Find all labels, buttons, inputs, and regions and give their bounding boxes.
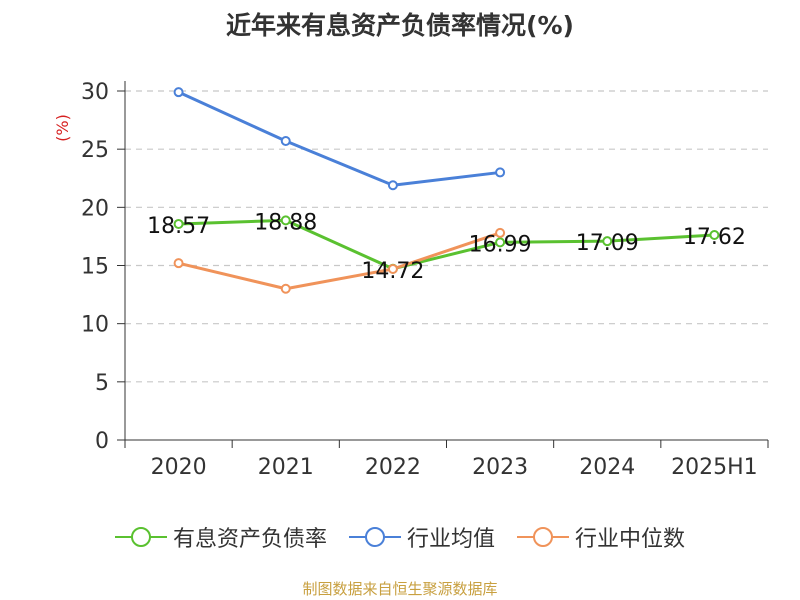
- grid-lines: [125, 90, 768, 383]
- legend-marker: [533, 527, 553, 547]
- series-lines: [173, 87, 720, 294]
- y-axis-label: (%): [53, 114, 72, 142]
- series-line: [178, 218, 715, 271]
- legend-swatch-icon: [517, 527, 569, 547]
- legend-marker: [130, 527, 151, 547]
- legend-item[interactable]: 有息资产负债率: [114, 521, 327, 553]
- series-line: [178, 231, 501, 291]
- data-point: [173, 258, 184, 269]
- data-point: [387, 263, 398, 274]
- x-tick-label: 2023: [472, 455, 528, 480]
- y-tick-label: 20: [81, 196, 109, 221]
- legend-swatch-icon: [114, 527, 167, 547]
- data-point: [173, 218, 184, 229]
- data-point: [387, 180, 398, 191]
- data-point: [709, 230, 720, 241]
- series-line: [177, 90, 501, 187]
- x-tick-label: 2024: [579, 455, 635, 480]
- data-point: [280, 136, 291, 147]
- legend-swatch-icon: [348, 527, 401, 547]
- source-note: 制图数据来自恒生聚源数据库: [302, 580, 498, 598]
- data-label: 18.88: [254, 210, 317, 235]
- legend-item[interactable]: 行业均值: [348, 521, 495, 553]
- y-tick-label: 5: [95, 371, 109, 396]
- x-tick-label: 2020: [151, 455, 207, 480]
- data-point: [280, 283, 291, 294]
- data-point: [173, 87, 184, 98]
- legend-label: 有息资产负债率: [172, 527, 327, 552]
- legend: 有息资产负债率 行业均值 行业中位数: [0, 520, 800, 554]
- x-tick-label: 2022: [365, 455, 421, 480]
- data-point: [495, 237, 506, 248]
- legend-label: 行业中位数: [575, 527, 686, 552]
- data-point: [495, 227, 506, 238]
- legend-item[interactable]: 行业中位数: [517, 521, 685, 553]
- data-label: 17.62: [683, 225, 746, 250]
- y-tick-label: 0: [95, 429, 109, 454]
- data-label: 17.09: [576, 231, 639, 256]
- chart-title: 近年来有息资产负债率情况(%): [226, 11, 574, 40]
- y-tick-label: 30: [81, 80, 109, 105]
- y-tick-label: 15: [81, 255, 109, 280]
- data-label: 14.72: [361, 259, 424, 284]
- legend-marker: [364, 527, 385, 547]
- data-point: [495, 167, 506, 178]
- data-point: [280, 215, 291, 226]
- data-point: [602, 236, 613, 247]
- y-tick-label: 25: [81, 138, 109, 163]
- data-label: 16.99: [469, 232, 532, 257]
- axes: 0 5 10 15 20 25 30 2020 2021 2022 2023 2024 2025H1: [81, 80, 769, 480]
- x-tick-label: 2021: [258, 455, 314, 480]
- y-tick-label: 10: [81, 313, 109, 338]
- x-tick-label: 2025H1: [671, 455, 758, 480]
- data-labels: 18.57 18.88 14.72 16.99 17.09 17.62: [147, 210, 746, 283]
- data-label: 18.57: [147, 214, 210, 239]
- legend-label: 行业均值: [406, 527, 495, 552]
